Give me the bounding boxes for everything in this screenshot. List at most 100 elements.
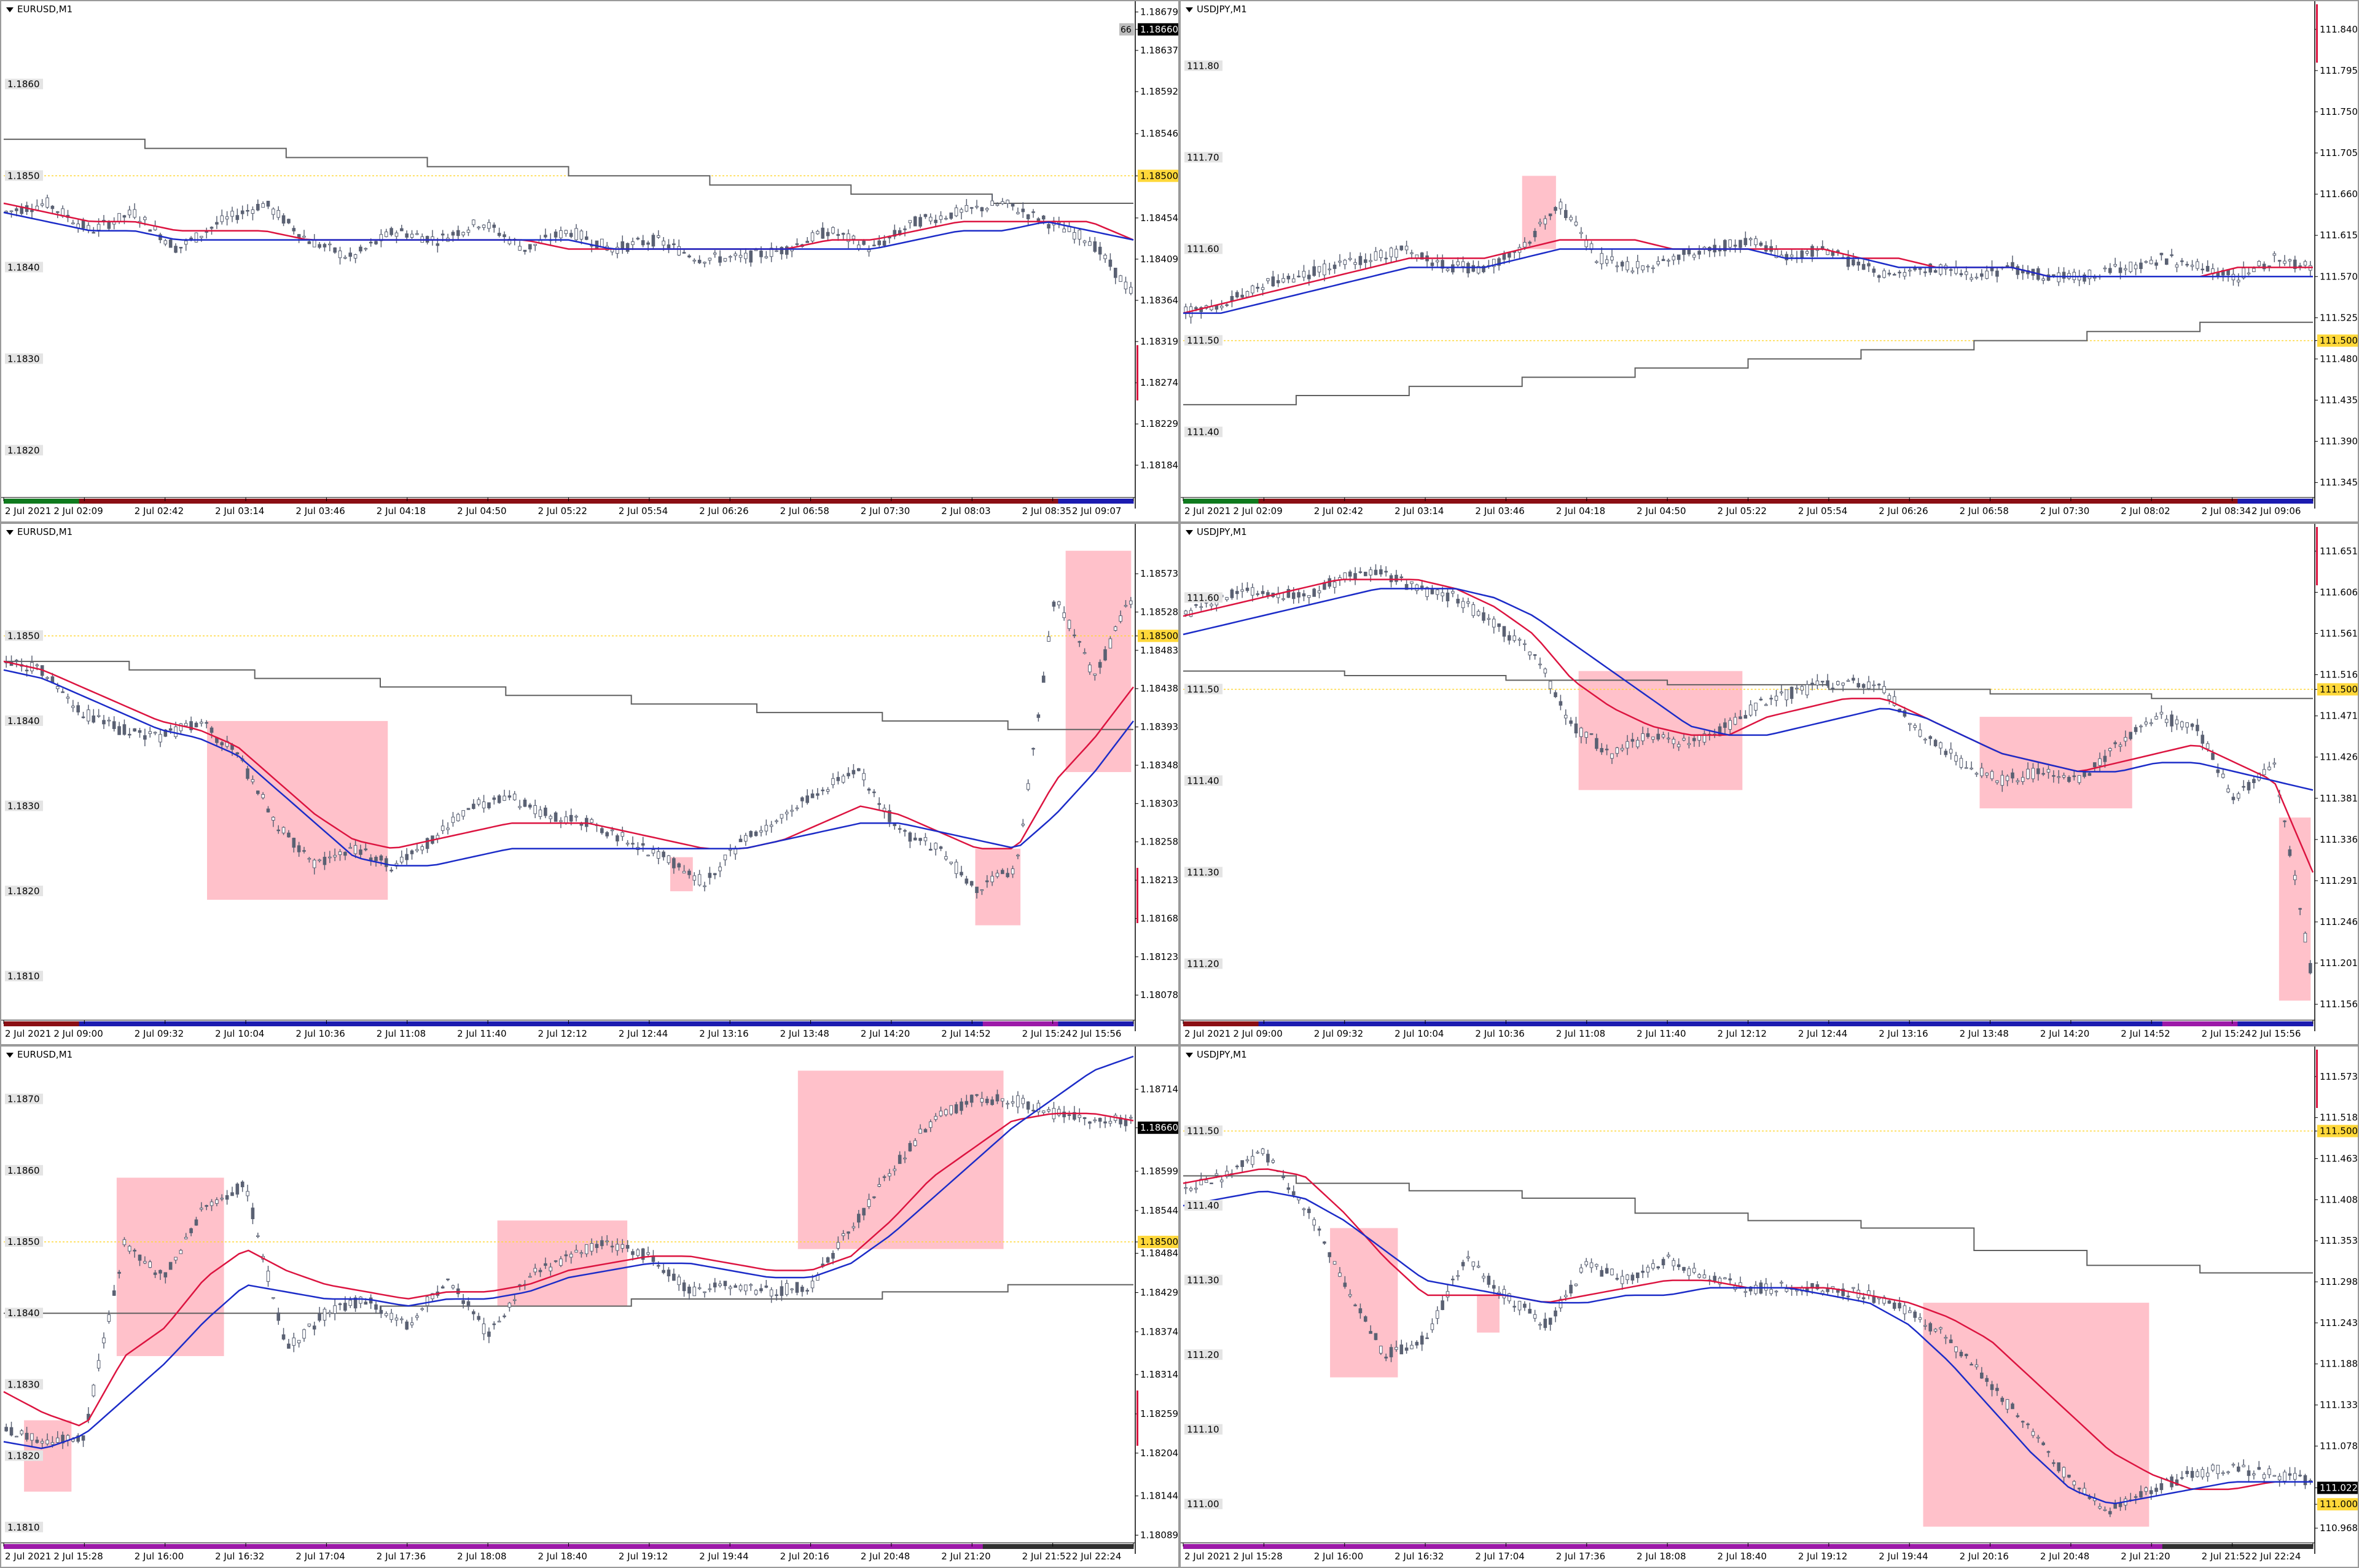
candle-body [153, 1272, 157, 1275]
candle-body [600, 1240, 604, 1246]
candle [1353, 258, 1357, 270]
candle [677, 1274, 681, 1291]
candle [2267, 762, 2271, 771]
candle [1574, 1283, 1578, 1287]
price-tag-bg [2317, 1498, 2358, 1511]
chart-svg: 1.18701.18601.18501.18401.18301.18201.18… [1, 1047, 1178, 1562]
candle-body [2205, 743, 2210, 749]
candle-body [276, 210, 281, 218]
candle [1108, 636, 1113, 649]
candle-body [1692, 1268, 1696, 1273]
candle [235, 208, 240, 224]
dropdown-triangle-icon[interactable] [1186, 1052, 1193, 1058]
chart-panel[interactable]: 1.1860 1.1850 1.1840 1.1830 1.1820 1.18679 1.1… [0, 0, 1180, 523]
candle-body [810, 1281, 815, 1289]
dropdown-triangle-icon[interactable] [6, 7, 14, 12]
candle-body [784, 811, 789, 814]
candle [1323, 259, 1326, 281]
candle [148, 229, 152, 232]
right-label-text: 111.615 [2320, 230, 2358, 241]
candle [1538, 1322, 1542, 1330]
chart-panel[interactable]: 1.1850 1.1840 1.1830 1.1820 1.1810 1.18573 1.1… [0, 523, 1180, 1045]
candle-body [1363, 571, 1367, 577]
candle-body [389, 1313, 393, 1320]
candle [220, 209, 224, 225]
candle-body [1785, 689, 1788, 700]
candle-body [2309, 963, 2312, 973]
time-label: 2 Jul 21:52 [2202, 1551, 2251, 1562]
chart-panel[interactable]: 111.50 111.40 111.30 111.20 111.10 111.00 111.… [1180, 1045, 2359, 1568]
candle-body [1667, 738, 1670, 739]
candle-body [1225, 304, 1229, 306]
candle [1656, 1266, 1661, 1270]
chart-panel[interactable]: 111.60 111.50 111.40 111.30 111.20 111.651 111… [1180, 523, 2359, 1045]
candle [1466, 1250, 1470, 1262]
candle [174, 243, 178, 254]
right-price-label: 1.18544 [1135, 1205, 1178, 1216]
candle [61, 688, 65, 693]
candle-body [1011, 203, 1015, 207]
chart-panel[interactable]: 111.80 111.70 111.60 111.50 111.40 111.840 111… [1180, 0, 2359, 523]
candle-body [2092, 762, 2097, 768]
candle [2062, 1466, 2066, 1484]
candle [1635, 1272, 1640, 1283]
candle [949, 213, 953, 220]
chart-svg: 1.18501.18401.18301.18201.18101.185731.1… [1, 524, 1178, 1039]
candle [533, 799, 537, 819]
candle-body [677, 246, 681, 255]
candle [1908, 267, 1912, 277]
candle [2149, 256, 2153, 265]
candle [1021, 1094, 1025, 1109]
candle-body [451, 1285, 455, 1289]
time-label: 2 Jul 19:12 [1798, 1551, 1847, 1562]
candle-body [405, 1321, 409, 1330]
candle-body [1425, 1337, 1429, 1340]
candle-body [590, 1243, 593, 1252]
right-price-label: 1.18229 [1135, 418, 1178, 429]
session-bar-segment [2237, 1021, 2314, 1026]
candle [1600, 247, 1604, 270]
candle [127, 728, 131, 738]
right-label-text: 1.18393 [1140, 722, 1178, 733]
chart-panel[interactable]: 1.1870 1.1860 1.1850 1.1840 1.1830 1.1820 1.18… [0, 1045, 1180, 1568]
candle-body [2139, 725, 2143, 728]
candle [1584, 1258, 1588, 1268]
candle-body [1062, 228, 1066, 233]
candle [153, 1270, 157, 1278]
candle [1877, 683, 1881, 690]
dropdown-triangle-icon[interactable] [6, 529, 14, 535]
candle-body [66, 696, 70, 699]
dropdown-triangle-icon[interactable] [6, 1052, 14, 1058]
left-label-text: 111.20 [1187, 1349, 1219, 1360]
candle-body [574, 1250, 578, 1253]
candle [45, 1433, 49, 1446]
right-label-text: 1.18592 [1140, 86, 1178, 97]
time-label: 2 Jul 2021 [5, 505, 51, 517]
dropdown-triangle-icon[interactable] [1186, 529, 1193, 535]
candle-body [1923, 738, 1927, 741]
candle [2190, 260, 2194, 271]
candle-body [281, 215, 286, 224]
left-label-text: 1.1820 [7, 1451, 40, 1462]
candle-body [1867, 681, 1871, 689]
candle [620, 1239, 625, 1253]
candle-body [1358, 1308, 1363, 1314]
candle-body [841, 776, 845, 783]
right-label-text: 1.18483 [1140, 645, 1178, 656]
candle-body [620, 241, 625, 250]
candle-body [1944, 1336, 1948, 1339]
candle-body [1078, 230, 1082, 240]
candle [759, 1284, 763, 1293]
candle-body [1605, 749, 1609, 751]
candle-body [1006, 200, 1010, 204]
dropdown-triangle-icon[interactable] [1186, 7, 1193, 12]
candle [697, 870, 702, 887]
candle [112, 217, 116, 230]
candle [323, 1307, 327, 1327]
candle-body [55, 211, 60, 213]
candle [600, 826, 604, 835]
candle-body [856, 1214, 861, 1223]
candle-body [888, 1173, 891, 1177]
candle [1047, 222, 1050, 235]
candle [1302, 1207, 1306, 1216]
